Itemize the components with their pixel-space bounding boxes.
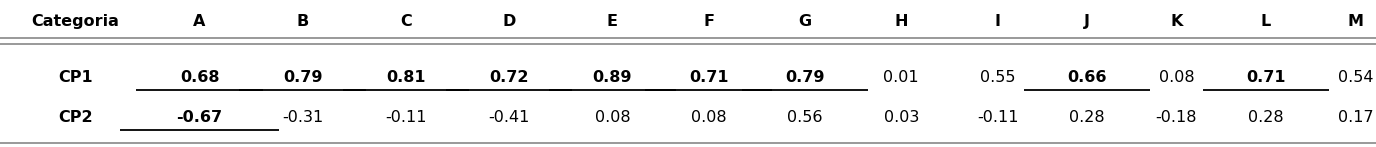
Text: E: E <box>607 14 618 29</box>
Text: 0.71: 0.71 <box>689 71 728 86</box>
Text: 0.71: 0.71 <box>1247 71 1285 86</box>
Text: G: G <box>798 14 812 29</box>
Text: 0.79: 0.79 <box>283 71 322 86</box>
Text: -0.11: -0.11 <box>977 111 1018 126</box>
Text: D: D <box>502 14 516 29</box>
Text: F: F <box>703 14 714 29</box>
Text: H: H <box>894 14 908 29</box>
Text: 0.08: 0.08 <box>594 111 630 126</box>
Text: L: L <box>1260 14 1271 29</box>
Text: 0.08: 0.08 <box>1159 71 1194 86</box>
Text: I: I <box>995 14 1000 29</box>
Text: 0.08: 0.08 <box>691 111 727 126</box>
Text: M: M <box>1347 14 1364 29</box>
Text: 0.28: 0.28 <box>1069 111 1105 126</box>
Text: B: B <box>297 14 308 29</box>
Text: -0.67: -0.67 <box>176 111 223 126</box>
Text: 0.28: 0.28 <box>1248 111 1284 126</box>
Text: 0.79: 0.79 <box>786 71 824 86</box>
Text: -0.18: -0.18 <box>1156 111 1197 126</box>
Text: C: C <box>400 14 411 29</box>
Text: 0.89: 0.89 <box>593 71 632 86</box>
Text: Categoria: Categoria <box>32 14 120 29</box>
Text: 0.55: 0.55 <box>980 71 1015 86</box>
Text: -0.31: -0.31 <box>282 111 323 126</box>
Text: A: A <box>194 14 205 29</box>
Text: -0.41: -0.41 <box>488 111 530 126</box>
Text: 0.56: 0.56 <box>787 111 823 126</box>
Text: 0.72: 0.72 <box>490 71 528 86</box>
Text: 0.01: 0.01 <box>883 71 919 86</box>
Text: 0.66: 0.66 <box>1068 71 1106 86</box>
Text: 0.68: 0.68 <box>180 71 219 86</box>
Text: -0.11: -0.11 <box>385 111 427 126</box>
Text: CP1: CP1 <box>58 71 94 86</box>
Text: CP2: CP2 <box>58 111 94 126</box>
Text: 0.81: 0.81 <box>387 71 425 86</box>
Text: 0.54: 0.54 <box>1337 71 1373 86</box>
Text: 0.17: 0.17 <box>1337 111 1373 126</box>
Text: J: J <box>1084 14 1090 29</box>
Text: 0.03: 0.03 <box>883 111 919 126</box>
Text: K: K <box>1171 14 1182 29</box>
